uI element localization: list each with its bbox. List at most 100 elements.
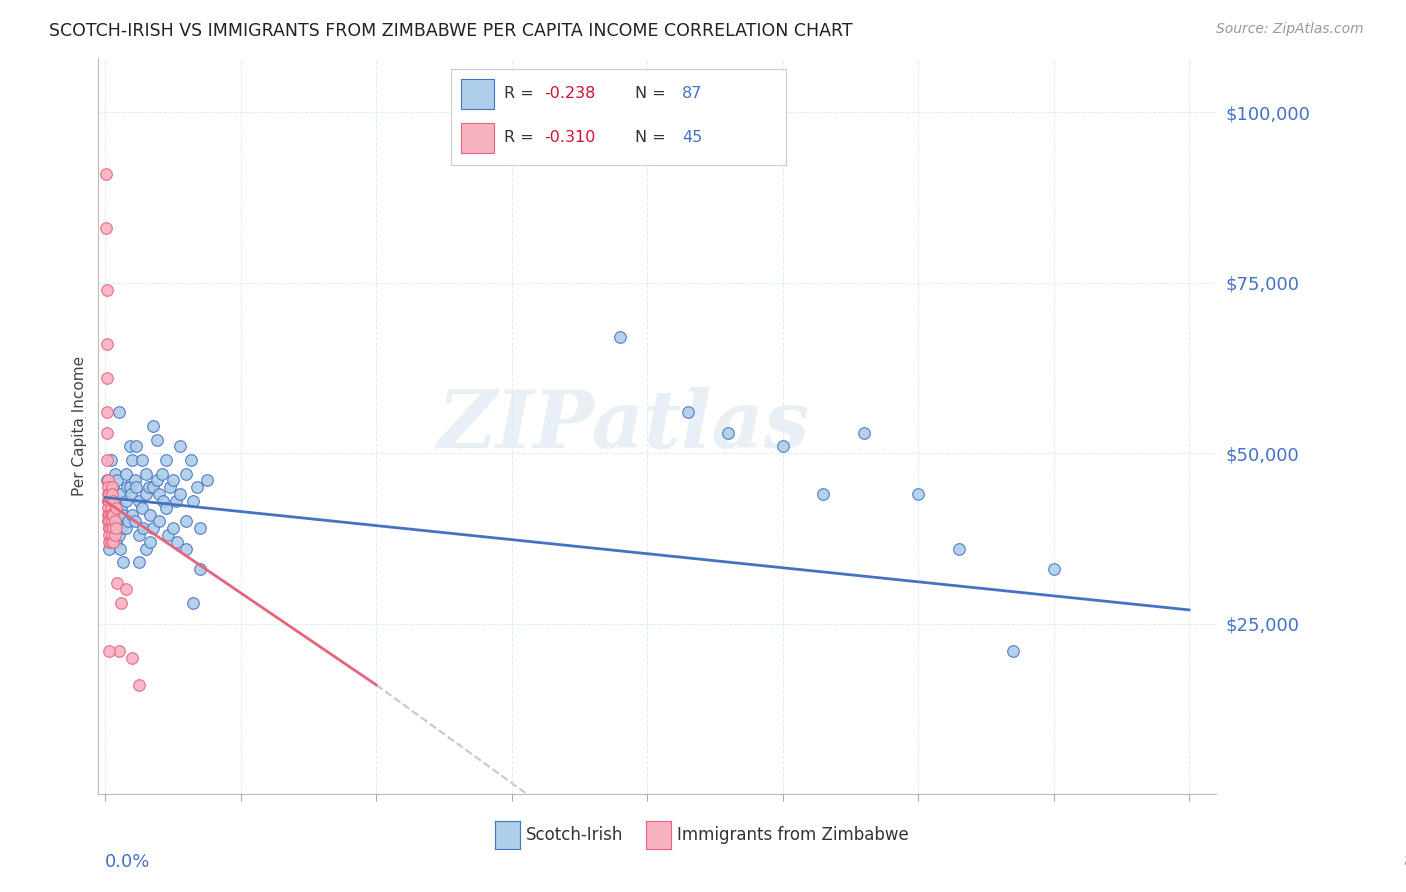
Point (162, 474, 184, 488)
Point (114, 521, 136, 535)
Point (103, 521, 125, 535)
Point (105, 575, 128, 590)
Point (907, 487, 929, 501)
Point (142, 418, 165, 433)
Point (101, 508, 124, 522)
Point (159, 480, 181, 494)
Point (97, 514, 120, 528)
Point (98, 487, 121, 501)
Point (104, 528, 127, 542)
Point (121, 508, 143, 522)
Point (152, 494, 174, 508)
Point (813, 487, 835, 501)
Point (135, 541, 157, 556)
Point (101, 480, 124, 494)
Point (105, 521, 128, 535)
Point (1042, 562, 1064, 576)
Point (138, 480, 160, 494)
Point (150, 467, 173, 481)
Point (145, 474, 167, 488)
Point (169, 487, 191, 501)
Point (169, 439, 191, 453)
Point (188, 562, 211, 576)
Point (852, 425, 875, 440)
Point (103, 494, 125, 508)
Point (121, 453, 143, 467)
Point (98, 521, 121, 535)
Point (188, 521, 211, 535)
Point (98, 644, 121, 658)
Point (101, 487, 124, 501)
Point (97, 508, 120, 522)
Point (181, 596, 204, 610)
Point (98, 494, 121, 508)
Point (118, 480, 141, 494)
Point (156, 528, 179, 542)
Point (101, 500, 124, 515)
Point (155, 500, 177, 515)
Point (125, 439, 148, 453)
Point (120, 487, 142, 501)
Point (131, 500, 153, 515)
Point (97, 494, 120, 508)
Text: Immigrants from Zimbabwe: Immigrants from Zimbabwe (678, 826, 910, 844)
Point (98, 514, 121, 528)
Point (105, 494, 128, 508)
Point (105, 500, 128, 515)
Point (124, 474, 146, 488)
Point (100, 487, 122, 501)
Point (97, 480, 120, 494)
Point (135, 467, 157, 481)
Text: 80.0%: 80.0% (1403, 853, 1406, 871)
Point (128, 555, 150, 569)
Text: SCOTCH-IRISH VS IMMIGRANTS FROM ZIMBABWE PER CAPITA INCOME CORRELATION CHART: SCOTCH-IRISH VS IMMIGRANTS FROM ZIMBABWE… (49, 22, 853, 40)
Point (105, 474, 128, 488)
Point (96, 221, 118, 235)
Point (100, 521, 122, 535)
Point (96, 405, 118, 419)
Point (103, 508, 125, 522)
Point (104, 521, 127, 535)
Point (139, 508, 162, 522)
Point (128, 678, 150, 692)
Point (135, 487, 157, 501)
Point (145, 433, 167, 447)
Point (96, 283, 118, 297)
Point (139, 534, 162, 549)
Point (131, 453, 153, 467)
Point (100, 453, 122, 467)
Point (98, 521, 121, 535)
Point (125, 480, 148, 494)
Point (97, 474, 120, 488)
Point (108, 487, 131, 501)
Point (128, 528, 150, 542)
Point (132, 521, 155, 535)
Point (717, 425, 740, 440)
Point (100, 508, 122, 522)
Point (96, 453, 118, 467)
Point (142, 480, 165, 494)
Point (176, 514, 198, 528)
Point (176, 541, 198, 556)
Point (148, 487, 170, 501)
Point (186, 480, 208, 494)
Point (98, 508, 121, 522)
Point (142, 521, 165, 535)
Point (101, 528, 124, 542)
Point (103, 508, 125, 522)
Point (114, 467, 136, 481)
Point (128, 494, 150, 508)
Point (104, 467, 127, 481)
Point (98, 541, 121, 556)
Point (948, 541, 970, 556)
Point (181, 494, 204, 508)
Point (108, 541, 131, 556)
Point (97, 487, 120, 501)
Point (609, 330, 631, 344)
Point (110, 500, 132, 515)
Text: Source: ZipAtlas.com: Source: ZipAtlas.com (1216, 22, 1364, 37)
Point (114, 582, 136, 597)
Point (96, 337, 118, 351)
Point (96, 474, 118, 488)
Point (103, 534, 125, 549)
